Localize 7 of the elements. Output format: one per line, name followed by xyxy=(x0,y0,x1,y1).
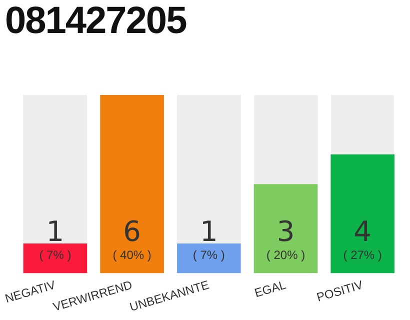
chart-title: 081427205 xyxy=(5,0,186,43)
data-label: 1 ( 7% ) xyxy=(192,215,225,262)
data-label: 6 ( 40% ) xyxy=(112,215,152,262)
data-label: 1 ( 7% ) xyxy=(39,215,72,262)
x-tick-label: EGAL xyxy=(252,278,288,300)
data-label: 4 ( 27% ) xyxy=(343,215,382,262)
data-label: 3 ( 20% ) xyxy=(266,215,306,262)
